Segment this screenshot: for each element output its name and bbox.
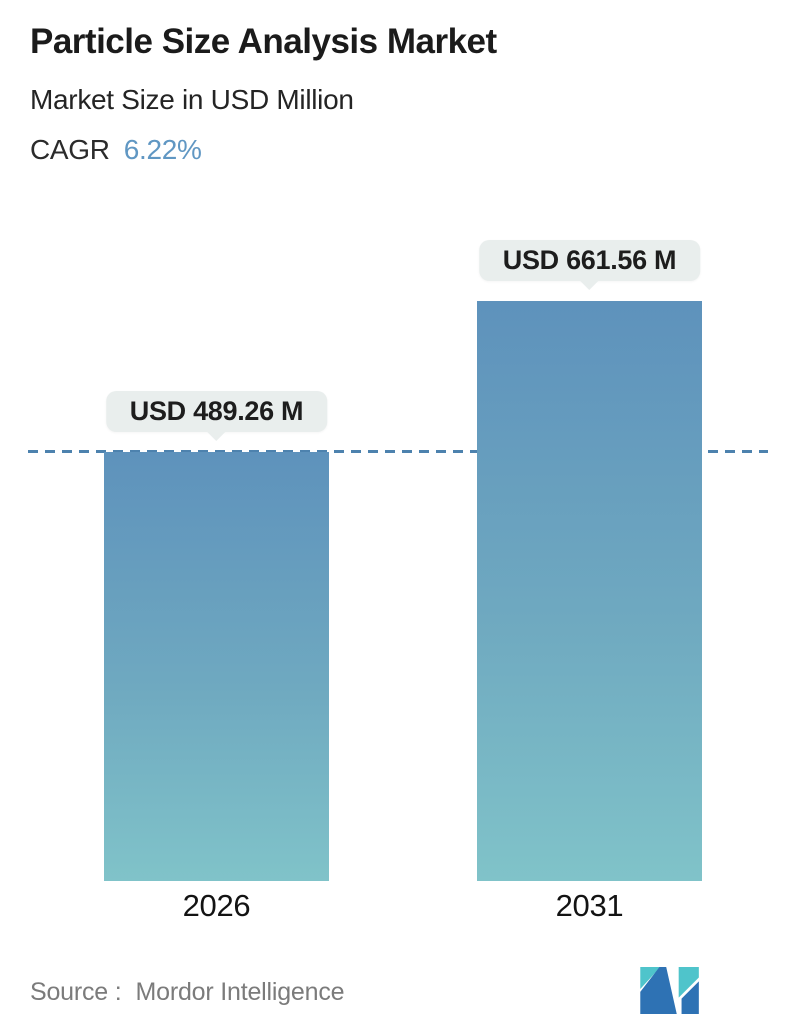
baseline-dashed-line [28,450,768,453]
mordor-intelligence-logo [640,966,699,1014]
cagr-label: CAGR [30,134,110,165]
source-value: Mordor Intelligence [135,978,345,1006]
logo-teal-right-band [678,966,699,998]
value-tooltip: USD 661.56 M [478,240,701,281]
logo-blue-diagonal-band [640,966,677,1014]
source-line: Source : Mordor Intelligence [30,978,345,1007]
bar-group-2026: USD 489.26 M 2026 [104,0,329,1034]
x-axis-label-2026: 2026 [182,888,251,923]
bar-2031 [477,301,702,881]
source-label: Source : [30,978,122,1006]
cagr-row: CAGR 6.22% [30,134,202,166]
chart-title: Particle Size Analysis Market [30,22,497,61]
bar-2026 [104,452,329,881]
x-axis-label-2031: 2031 [555,888,624,923]
chart-subtitle: Market Size in USD Million [30,84,354,115]
bar-group-2031: USD 661.56 M 2031 [477,0,702,1034]
value-tooltip: USD 489.26 M [105,391,328,432]
logo-teal-left-triangle [640,966,661,990]
logo-blue-right-bar [681,981,699,1014]
cagr-value: 6.22% [123,134,202,165]
